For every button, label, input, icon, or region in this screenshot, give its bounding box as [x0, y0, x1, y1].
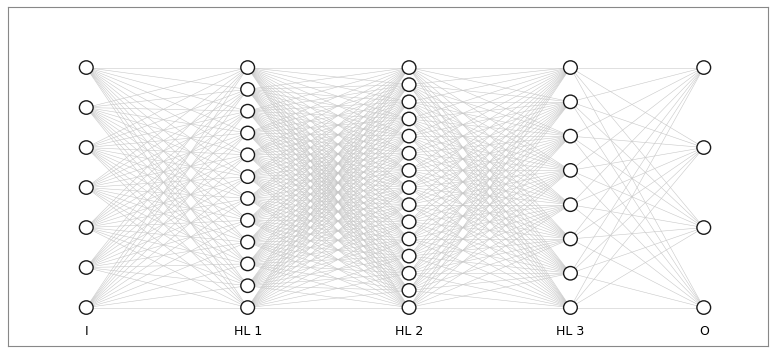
Circle shape	[563, 267, 577, 280]
Circle shape	[241, 170, 255, 183]
Circle shape	[402, 232, 416, 246]
Circle shape	[241, 214, 255, 227]
Circle shape	[402, 198, 416, 211]
Circle shape	[563, 198, 577, 211]
Circle shape	[402, 130, 416, 143]
Circle shape	[241, 148, 255, 162]
Circle shape	[563, 164, 577, 177]
Circle shape	[563, 232, 577, 246]
Circle shape	[79, 301, 93, 314]
Circle shape	[697, 301, 711, 314]
Circle shape	[402, 78, 416, 91]
Circle shape	[241, 235, 255, 249]
Circle shape	[241, 279, 255, 292]
Circle shape	[79, 141, 93, 154]
Text: HL 1: HL 1	[234, 325, 262, 338]
Circle shape	[402, 249, 416, 263]
Circle shape	[563, 61, 577, 74]
Circle shape	[79, 101, 93, 114]
Text: HL 2: HL 2	[395, 325, 423, 338]
Circle shape	[402, 61, 416, 74]
Text: I: I	[85, 325, 88, 338]
Circle shape	[563, 95, 577, 108]
Circle shape	[241, 83, 255, 96]
Circle shape	[241, 257, 255, 271]
Circle shape	[241, 126, 255, 140]
Circle shape	[79, 221, 93, 234]
Circle shape	[402, 284, 416, 297]
Circle shape	[79, 61, 93, 74]
Circle shape	[241, 192, 255, 205]
Circle shape	[79, 261, 93, 274]
Circle shape	[241, 301, 255, 314]
Circle shape	[241, 104, 255, 118]
Circle shape	[402, 146, 416, 160]
Circle shape	[697, 61, 711, 74]
Circle shape	[563, 130, 577, 143]
Circle shape	[402, 301, 416, 314]
Circle shape	[402, 95, 416, 108]
Circle shape	[697, 221, 711, 234]
Circle shape	[241, 61, 255, 74]
Circle shape	[402, 181, 416, 194]
Circle shape	[563, 301, 577, 314]
Circle shape	[402, 215, 416, 228]
Text: HL 3: HL 3	[556, 325, 584, 338]
Circle shape	[402, 267, 416, 280]
Circle shape	[402, 164, 416, 177]
Circle shape	[79, 181, 93, 194]
Text: O: O	[699, 325, 708, 338]
Circle shape	[402, 112, 416, 126]
Circle shape	[697, 141, 711, 154]
